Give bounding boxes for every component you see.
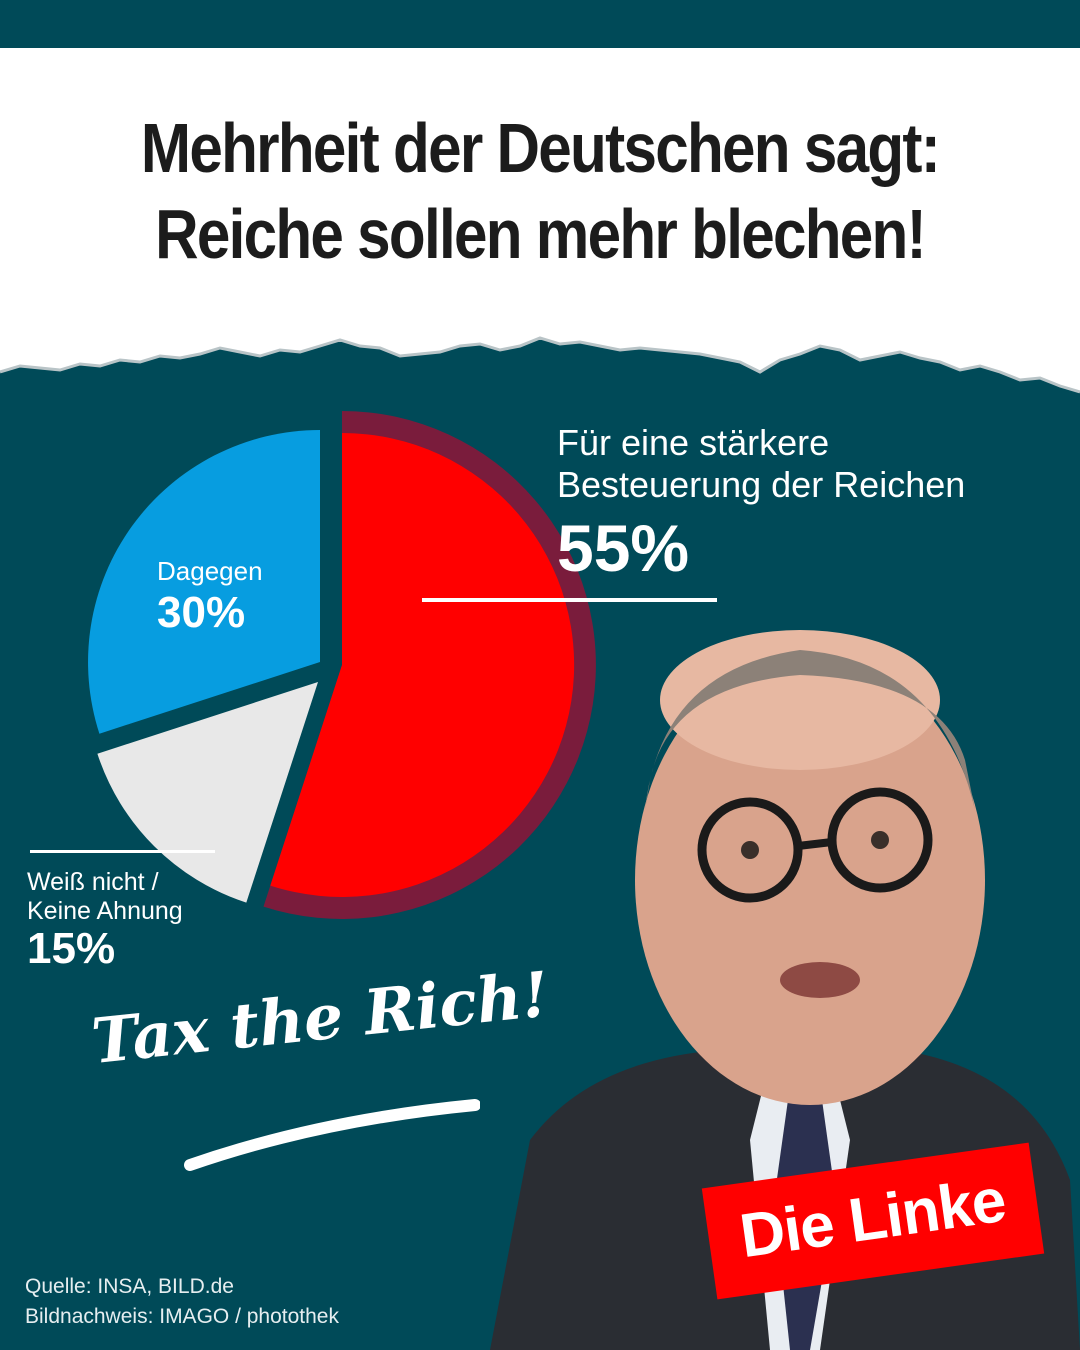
pro-label: Für eine stärkere Besteuerung der Reiche…	[557, 422, 965, 506]
pie-slice-unknown	[97, 682, 319, 903]
pie-slice-contra	[88, 430, 320, 734]
torn-paper-edge	[0, 300, 1080, 394]
unknown-label: Weiß nicht / Keine Ahnung	[27, 868, 183, 926]
unknown-label-line-1: Weiß nicht /	[27, 868, 159, 896]
top-bar	[0, 0, 1080, 48]
slogan-underline	[184, 1099, 480, 1171]
headline-line-2: Reiche sollen mehr blechen!	[155, 195, 927, 273]
contra-value: 30%	[157, 588, 246, 637]
pie-slice-pro	[270, 432, 575, 897]
headline: Mehrheit der Deutschen sagt: Reiche soll…	[76, 105, 1005, 277]
pro-leader-line	[422, 598, 717, 602]
headline-line-1: Mehrheit der Deutschen sagt:	[140, 109, 941, 187]
unknown-label-line-2: Keine Ahnung	[27, 897, 183, 925]
pro-label-line-1: Für eine stärkere	[557, 422, 830, 463]
unknown-value: 15%	[27, 924, 116, 973]
header-panel	[0, 48, 1080, 340]
pro-label-line-2: Besteuerung der Reichen	[557, 464, 966, 505]
contra-label: Dagegen	[157, 556, 263, 586]
source-credits: Quelle: INSA, BILD.de Bildnachweis: IMAG…	[25, 1272, 339, 1332]
source-line: Quelle: INSA, BILD.de	[25, 1275, 234, 1298]
image-credit-line: Bildnachweis: IMAGO / photothek	[25, 1305, 339, 1328]
pro-value: 55%	[557, 511, 690, 585]
unknown-leader-line	[30, 850, 215, 853]
